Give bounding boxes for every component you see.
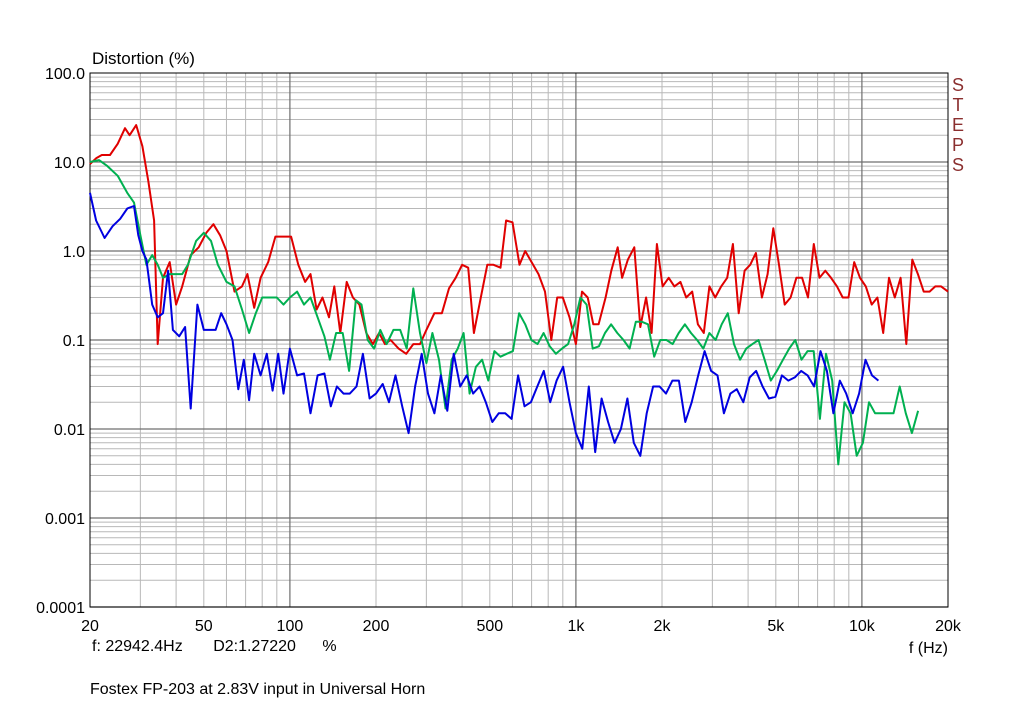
- x-tick-label: 500: [476, 618, 503, 635]
- series-layer: [89, 124, 949, 466]
- x-tick-label: 200: [363, 618, 390, 635]
- x-tick-label: 100: [277, 618, 304, 635]
- x-tick-label: 2k: [654, 618, 672, 635]
- steps-letter: T: [953, 95, 964, 115]
- x-axis-title: f (Hz): [909, 640, 948, 657]
- steps-letter: P: [952, 135, 964, 155]
- y-axis-title: Distortion (%): [92, 49, 195, 68]
- steps-letter: S: [952, 155, 964, 175]
- y-tick-label: 0.1: [63, 333, 85, 350]
- series-line-2: [89, 159, 920, 466]
- readout-value: D2:1.27220: [213, 638, 296, 655]
- y-tick-label: 1.0: [63, 244, 85, 261]
- plot-frame: [89, 72, 949, 608]
- readout-unit: %: [322, 638, 337, 655]
- cursor-readout: f: 22942.4Hz D2:1.27220 %: [92, 638, 337, 656]
- readout-frequency: f: 22942.4Hz: [92, 638, 183, 655]
- series-line-1: [89, 124, 949, 355]
- series-line-3: [89, 192, 880, 457]
- steps-letter: E: [952, 115, 964, 135]
- y-tick-label: 0.001: [45, 511, 85, 528]
- x-tick-label: 5k: [767, 618, 785, 635]
- y-tick-label: 0.0001: [36, 600, 85, 617]
- x-tick-label: 1k: [567, 618, 585, 635]
- x-tick-label: 10k: [849, 618, 876, 635]
- steps-letter: S: [952, 75, 964, 95]
- y-tick-label: 10.0: [54, 155, 85, 172]
- x-tick-label: 50: [195, 618, 213, 635]
- x-tick-label: 20: [81, 618, 99, 635]
- y-tick-label: 0.01: [54, 422, 85, 439]
- y-tick-label: 100.0: [45, 66, 85, 83]
- x-tick-label: 20k: [935, 618, 962, 635]
- tick-labels: 20 50 100 200 500 1k 2k 5k 10k 20k 100.0 10.0 1.0 0.1…: [36, 66, 962, 635]
- chart-caption: Fostex FP-203 at 2.83V input in Universa…: [90, 681, 426, 698]
